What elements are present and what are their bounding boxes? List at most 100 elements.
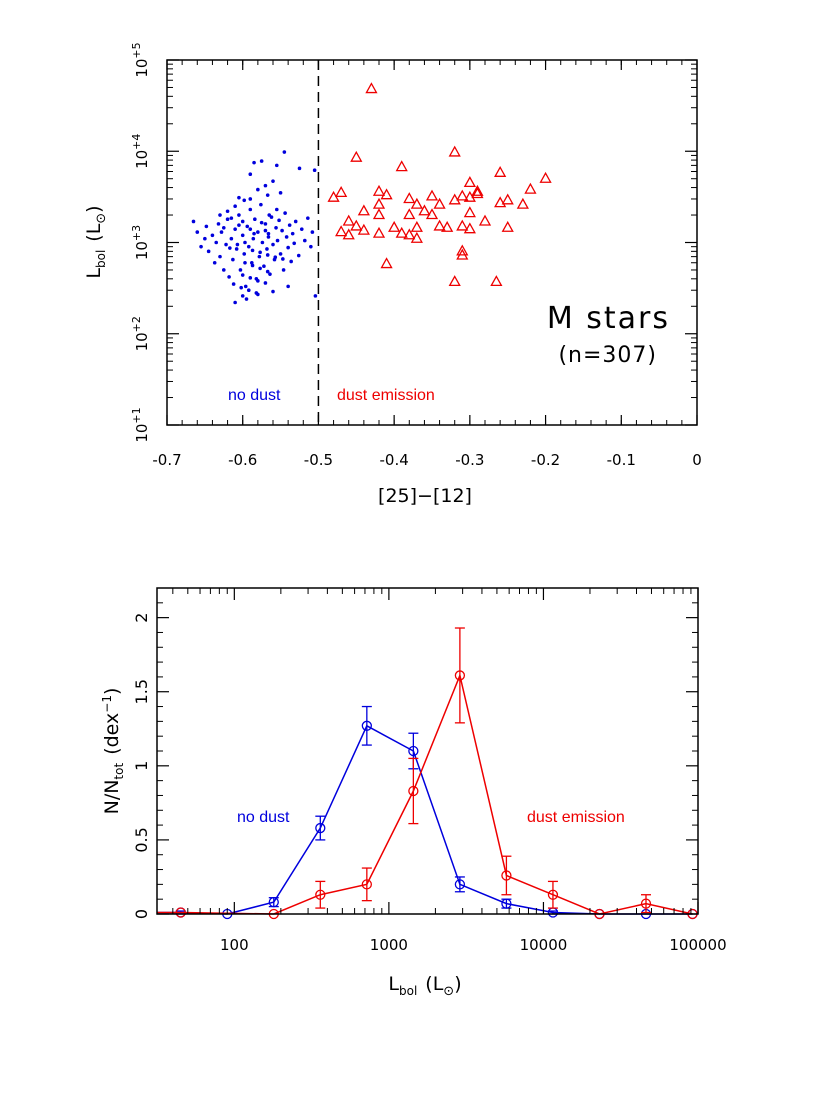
no-dust-point bbox=[228, 246, 232, 250]
dust-point bbox=[327, 190, 340, 202]
bottom-ylabel-close: ) bbox=[101, 688, 123, 695]
no-dust-point bbox=[259, 202, 263, 207]
dust-point bbox=[463, 190, 476, 202]
no-dust-point bbox=[253, 217, 257, 222]
bottom-y-tick-label: 2 bbox=[132, 613, 151, 623]
no-dust-point bbox=[263, 183, 268, 188]
no-dust-point bbox=[250, 248, 255, 253]
no-dust-point bbox=[246, 244, 251, 249]
no-dust-point bbox=[297, 166, 302, 171]
dust-point bbox=[372, 184, 386, 196]
no-dust-point bbox=[310, 230, 315, 234]
dust-point bbox=[361, 879, 372, 890]
top-x-tick-label: -0.6 bbox=[228, 451, 257, 469]
no-dust-point bbox=[265, 247, 269, 251]
no-dust-point bbox=[268, 272, 272, 276]
no-dust-point bbox=[266, 231, 271, 236]
no-dust-point bbox=[210, 233, 215, 238]
top-title-line1: M stars bbox=[547, 301, 670, 336]
top-panel: -0.7 -0.6 -0.5 -0.4 -0.3 -0.2 -0.1 010+110+210+… bbox=[83, 42, 702, 507]
no_dust-point bbox=[268, 896, 279, 908]
no-dust-point bbox=[265, 253, 270, 257]
top-y-tick-label: 10+2 bbox=[130, 316, 151, 351]
no-dust-point bbox=[257, 254, 262, 259]
no-dust-point bbox=[224, 242, 228, 247]
no-dust-point bbox=[233, 300, 237, 305]
top-x-tick-label: -0.3 bbox=[455, 451, 484, 469]
no-dust-point bbox=[263, 222, 268, 226]
no-dust-point bbox=[219, 230, 224, 234]
no-dust-point bbox=[283, 211, 287, 215]
top-y-tick-label: 10+3 bbox=[130, 225, 151, 260]
no-dust-point bbox=[265, 269, 270, 274]
dust-point bbox=[490, 275, 503, 287]
no-dust-point bbox=[287, 223, 292, 227]
no-dust-point bbox=[293, 219, 298, 224]
sun-symbol-icon: ⊙ bbox=[443, 984, 454, 999]
no-dust-point bbox=[312, 168, 317, 172]
no-dust-point bbox=[239, 285, 243, 290]
no-dust-point bbox=[254, 291, 259, 295]
no-dust-point bbox=[263, 281, 268, 285]
top-ylabel-sub: bol bbox=[94, 250, 108, 268]
dust-point bbox=[418, 204, 431, 216]
bottom-data-marks bbox=[157, 627, 698, 920]
top-x-axis-label: [25]−[12] bbox=[378, 485, 472, 507]
dust-point bbox=[501, 193, 514, 205]
top-x-tick-label: -0.5 bbox=[304, 451, 333, 469]
sun-symbol-icon: ⊙ bbox=[94, 213, 109, 224]
no-dust-point bbox=[238, 268, 243, 272]
bottom-y-axis-label: N/Ntot (dex−1) bbox=[100, 688, 126, 815]
dust-point bbox=[380, 257, 393, 269]
dust-point bbox=[403, 192, 416, 204]
no-dust-point bbox=[262, 264, 266, 268]
dust-point bbox=[372, 197, 386, 209]
no-dust-point bbox=[303, 238, 307, 243]
no-dust-point bbox=[199, 244, 203, 249]
bottom-ylabel-main: N/N bbox=[101, 780, 123, 815]
no-dust-point bbox=[267, 213, 272, 217]
no-dust-point bbox=[286, 245, 290, 250]
no-dust-point bbox=[243, 240, 247, 245]
no-dust-point bbox=[251, 236, 256, 241]
dust-point bbox=[315, 889, 326, 900]
no-dust-point bbox=[240, 233, 245, 238]
dust-point bbox=[408, 785, 419, 797]
no-dust-point bbox=[248, 207, 253, 212]
dust-point bbox=[441, 220, 454, 232]
bottom-ticks: 100 1000 10000 100000 0 0.5 1 1.5 2 bbox=[132, 588, 727, 954]
bottom-xlabel-main: L bbox=[388, 973, 399, 995]
no-dust-point bbox=[296, 253, 301, 258]
no-dust-point bbox=[216, 222, 221, 226]
dust-point bbox=[335, 186, 348, 198]
bottom-y-tick-label: 0 bbox=[132, 909, 151, 919]
top-plot-frame bbox=[166, 59, 698, 426]
no_dust-point bbox=[454, 879, 466, 890]
no-dust-point bbox=[229, 236, 234, 241]
no-dust-point bbox=[221, 225, 226, 230]
dust-point bbox=[388, 220, 401, 232]
dust-point bbox=[456, 189, 469, 201]
no-dust-point bbox=[248, 197, 253, 201]
top-y-tick-base: 10 bbox=[133, 241, 151, 260]
no-dust-point bbox=[206, 249, 211, 254]
dust-point bbox=[471, 187, 484, 199]
no-dust-point bbox=[299, 227, 304, 231]
no-dust-point bbox=[242, 198, 247, 203]
top-x-tick-label: -0.7 bbox=[152, 451, 181, 469]
no-dust-point bbox=[250, 263, 255, 268]
no-dust-point bbox=[240, 273, 245, 277]
no-dust-point bbox=[271, 289, 275, 294]
no-dust-point bbox=[218, 213, 222, 217]
top-y-tick-base: 10 bbox=[133, 332, 151, 351]
dust-point bbox=[403, 228, 416, 240]
no-dust-point bbox=[240, 219, 245, 224]
no-dust-point bbox=[273, 255, 278, 260]
dust-point bbox=[357, 223, 370, 235]
no_dust-point bbox=[361, 720, 372, 731]
no-dust-point bbox=[231, 257, 235, 262]
dust-point bbox=[357, 204, 370, 216]
top-y-tick-exp: +1 bbox=[130, 407, 143, 423]
no-dust-point bbox=[214, 240, 219, 245]
